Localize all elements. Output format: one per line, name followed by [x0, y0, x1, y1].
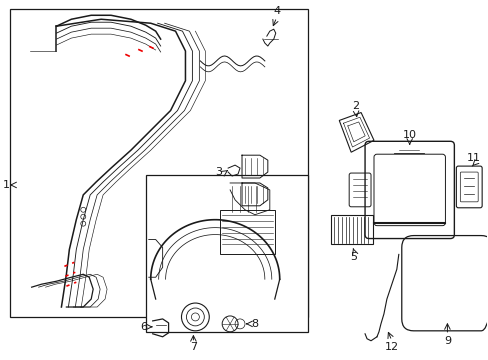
- Text: 9: 9: [443, 336, 450, 346]
- Bar: [220, 210, 274, 255]
- Text: 8: 8: [251, 319, 258, 329]
- Text: 11: 11: [466, 153, 480, 163]
- Bar: [145, 175, 307, 332]
- Text: 12: 12: [384, 342, 398, 352]
- Text: 6: 6: [140, 322, 147, 332]
- Text: 7: 7: [189, 342, 197, 352]
- Text: 10: 10: [402, 130, 416, 140]
- Text: 2: 2: [352, 100, 359, 111]
- Text: 3: 3: [214, 167, 221, 177]
- Bar: [331, 215, 372, 244]
- Text: 4: 4: [273, 6, 280, 16]
- Text: 1: 1: [2, 180, 9, 190]
- Text: 5: 5: [350, 252, 357, 262]
- Bar: [10, 9, 307, 317]
